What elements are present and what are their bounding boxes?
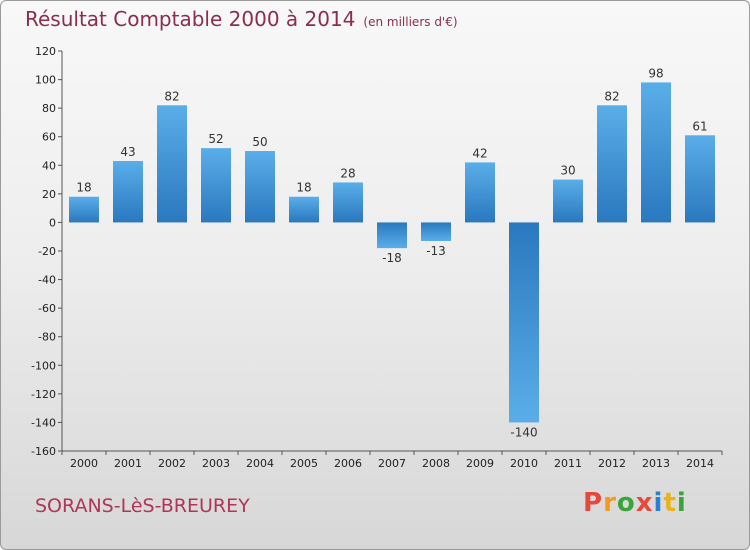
y-tick-label: 120	[35, 45, 56, 58]
y-tick-label: 0	[49, 216, 56, 229]
y-tick-label: -60	[38, 302, 56, 315]
bar-2000	[69, 196, 99, 223]
data-label-2003: 52	[208, 132, 223, 146]
x-tick-label: 2013	[642, 457, 670, 470]
bar-2011	[553, 179, 583, 223]
data-label-2002: 82	[164, 89, 179, 103]
bar-2014	[685, 135, 715, 223]
data-label-2013: 98	[648, 66, 663, 80]
chart-bars	[69, 82, 715, 423]
x-tick-label: 2001	[114, 457, 142, 470]
chart-title: Résultat Comptable 2000 à 2014 (en millie…	[25, 7, 458, 31]
proxiti-logo[interactable]: Proxiti	[583, 488, 687, 518]
bar-2002	[157, 105, 187, 223]
bar-2008	[421, 222, 451, 241]
bar-2004	[245, 151, 275, 223]
y-tick-label: 80	[42, 102, 56, 115]
x-tick-label: 2011	[554, 457, 582, 470]
data-label-2006: 28	[340, 166, 355, 180]
logo-letter: t	[663, 488, 677, 518]
chart-data-labels: 18 43 82 52 50 18 28 -18 -13 42 -140 30 82 98 61	[76, 66, 707, 439]
data-label-2005: 18	[296, 181, 311, 195]
y-tick-label: -40	[38, 274, 56, 287]
y-tick-label: 40	[42, 159, 56, 172]
bar-2005	[289, 196, 319, 223]
x-tick-label: 2014	[686, 457, 714, 470]
bar-2013	[641, 82, 671, 223]
logo-letter: i	[676, 488, 687, 518]
x-tick-label: 2007	[378, 457, 406, 470]
x-tick-label: 2009	[466, 457, 494, 470]
bar-2007	[377, 222, 407, 249]
x-tick-label: 2006	[334, 457, 362, 470]
data-label-2009: 42	[472, 146, 487, 160]
logo-letter: i	[653, 488, 664, 518]
data-label-2010: -140	[510, 425, 537, 439]
data-label-2011: 30	[560, 164, 575, 178]
x-tick-label: 2008	[422, 457, 450, 470]
y-tick-label: -120	[31, 388, 56, 401]
logo-letter: P	[583, 488, 604, 518]
bar-2010	[509, 222, 539, 423]
bar-2006	[333, 182, 363, 223]
data-label-2014: 61	[692, 119, 707, 133]
y-tick-label: 20	[42, 188, 56, 201]
x-tick-label: 2005	[290, 457, 318, 470]
data-label-2007: -18	[382, 251, 402, 265]
y-tick-label: -80	[38, 331, 56, 344]
bar-2012	[597, 105, 627, 223]
y-tick-label: 60	[42, 131, 56, 144]
y-tick-label: -140	[31, 416, 56, 429]
x-tick-label: 2003	[202, 457, 230, 470]
bar-2001	[113, 161, 143, 223]
x-tick-label: 2002	[158, 457, 186, 470]
y-tick-label: -160	[31, 445, 56, 458]
data-label-2000: 18	[76, 181, 91, 195]
chart-subtitle: (en milliers d'€)	[363, 15, 458, 29]
data-label-2001: 43	[120, 145, 135, 159]
bar-2003	[201, 148, 231, 223]
logo-letter: r	[603, 488, 617, 518]
x-tick-label: 2012	[598, 457, 626, 470]
title-text: Résultat Comptable 2000 à 2014	[25, 7, 356, 31]
commune-name: SORANS-LèS-BREUREY	[35, 495, 250, 517]
logo-letter: o	[616, 488, 636, 518]
bar-2009	[465, 162, 495, 223]
logo-letter: x	[635, 488, 654, 518]
data-label-2004: 50	[252, 135, 267, 149]
data-label-2012: 82	[604, 89, 619, 103]
chart-axes: 120 100 80 60 40 20 0 -20 -40 -60 -80 -100 -120 -140 -…	[31, 45, 723, 470]
x-tick-label: 2004	[246, 457, 274, 470]
data-label-2008: -13	[426, 244, 446, 258]
x-tick-label: 2010	[510, 457, 538, 470]
y-tick-label: 100	[35, 74, 56, 87]
y-tick-label: -100	[31, 359, 56, 372]
y-tick-label: -20	[38, 245, 56, 258]
x-tick-label: 2000	[70, 457, 98, 470]
